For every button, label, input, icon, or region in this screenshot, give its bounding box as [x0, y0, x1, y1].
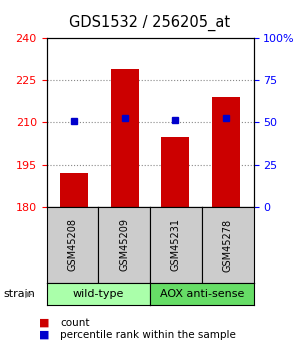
Bar	[111, 69, 139, 207]
Text: GSM45278: GSM45278	[223, 218, 232, 272]
Bar	[161, 137, 189, 207]
Text: AOX anti-sense: AOX anti-sense	[160, 289, 244, 299]
Text: GSM45209: GSM45209	[119, 218, 129, 272]
Text: GSM45231: GSM45231	[171, 218, 181, 272]
Text: GSM45208: GSM45208	[68, 218, 77, 272]
Text: strain: strain	[3, 289, 35, 299]
Bar	[60, 173, 88, 207]
Bar	[212, 97, 240, 207]
Text: ▶: ▶	[25, 289, 32, 299]
Text: ■: ■	[39, 330, 50, 339]
Text: percentile rank within the sample: percentile rank within the sample	[60, 330, 236, 339]
Text: ■: ■	[39, 318, 50, 327]
Text: GDS1532 / 256205_at: GDS1532 / 256205_at	[69, 14, 231, 30]
Text: count: count	[60, 318, 89, 327]
Text: wild-type: wild-type	[73, 289, 124, 299]
